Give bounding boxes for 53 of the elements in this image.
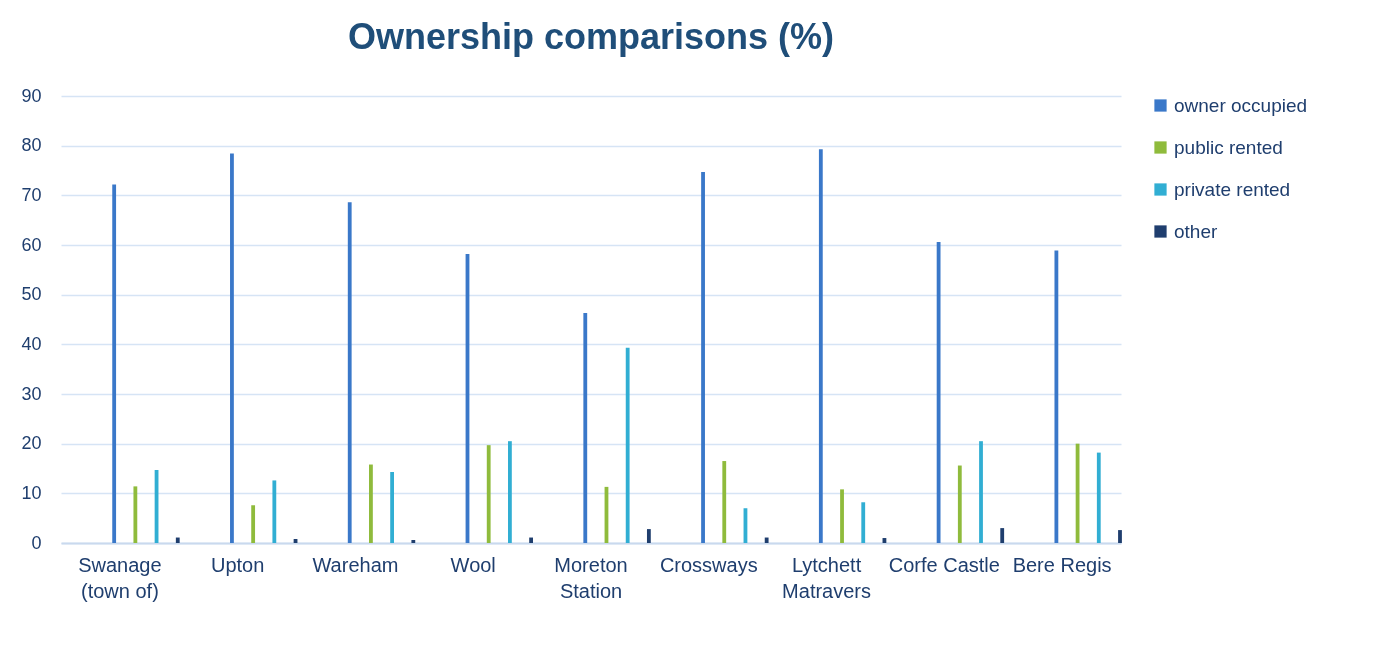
- bar: [722, 461, 727, 543]
- x-tick-label: Bere Regis: [1012, 553, 1112, 576]
- bar: [701, 171, 705, 543]
- y-tick-label: 40: [21, 333, 42, 354]
- bar: [1118, 530, 1122, 543]
- bar: [861, 502, 866, 543]
- x-tick-label: Wool: [450, 553, 496, 576]
- bar: [818, 149, 823, 543]
- bar: [583, 313, 588, 543]
- y-tick-label: 70: [21, 184, 42, 205]
- bar: [957, 465, 962, 543]
- bar: [230, 153, 234, 543]
- y-tick-label: 60: [21, 234, 42, 255]
- bar: [347, 202, 352, 543]
- chart-title: Ownership comparisons (%): [347, 16, 835, 57]
- bar: [251, 505, 256, 543]
- legend-label: private rented: [1174, 178, 1291, 200]
- x-tick-label: Upton: [210, 553, 265, 576]
- bar: [840, 489, 844, 543]
- legend-label: owner occupied: [1174, 94, 1308, 116]
- bar: [979, 441, 983, 543]
- y-tick-label: 90: [21, 85, 42, 106]
- y-tick-label: 10: [21, 482, 42, 503]
- x-tick-label: Crossways: [659, 553, 758, 576]
- bar: [1096, 452, 1101, 543]
- x-tick-label: Wareham: [312, 553, 399, 576]
- legend-label: other: [1174, 220, 1218, 242]
- y-tick-label: 30: [21, 383, 42, 404]
- bar: [1000, 528, 1005, 543]
- x-tick-label: Swanage (town of): [78, 553, 162, 602]
- bar: [133, 486, 138, 543]
- bar: [646, 529, 651, 543]
- bar: [272, 480, 277, 543]
- bar: [112, 184, 117, 543]
- bar: [529, 537, 534, 543]
- y-tick-label: 80: [21, 135, 42, 156]
- x-tick-label: Corfe Castle: [888, 553, 1000, 576]
- bar: [625, 347, 630, 543]
- bar: [1054, 250, 1059, 543]
- x-tick-label: Moreton Station: [554, 553, 628, 602]
- bar: [936, 242, 941, 543]
- bar: [486, 445, 491, 543]
- bar: [507, 441, 512, 543]
- bar: [175, 537, 180, 543]
- y-tick-label: 0: [31, 532, 42, 553]
- y-tick-label: 50: [21, 284, 42, 305]
- y-tick-label: 20: [21, 433, 42, 454]
- bar: [390, 471, 395, 543]
- bar: [764, 537, 769, 543]
- legend-label: public rented: [1174, 136, 1283, 158]
- x-tick-label: Lytchett Matravers: [782, 553, 872, 602]
- bar: [369, 464, 373, 543]
- bar: [411, 540, 416, 543]
